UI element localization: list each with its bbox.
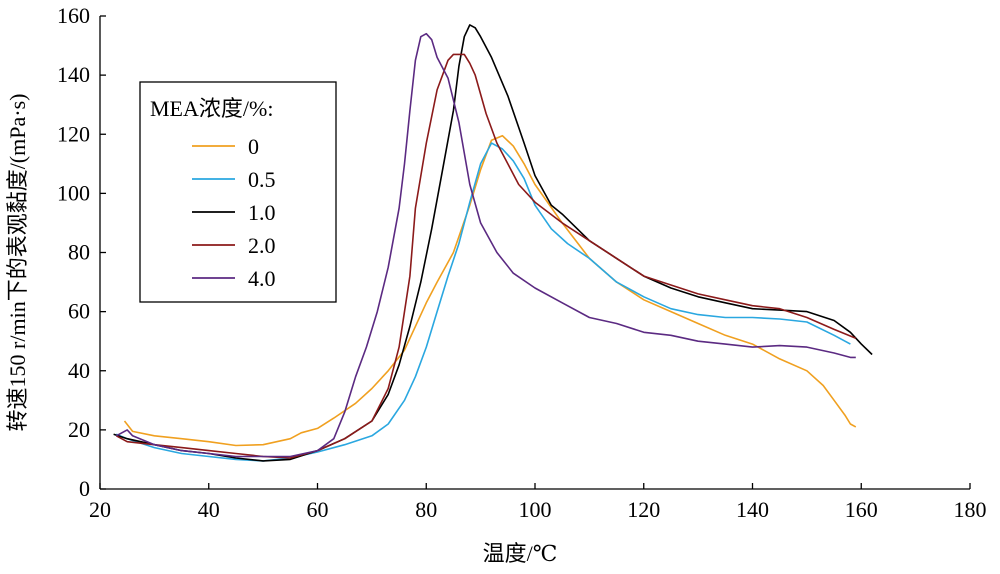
legend-label-2: 1.0 (248, 200, 276, 225)
x-tick-label: 60 (307, 497, 329, 522)
y-tick-label: 40 (68, 358, 90, 383)
x-tick-label: 20 (89, 497, 111, 522)
x-tick-label: 40 (198, 497, 220, 522)
x-tick-label: 100 (519, 497, 552, 522)
series-line-4 (115, 32, 856, 458)
y-tick-label: 80 (68, 240, 90, 265)
legend-label-0: 0 (248, 134, 259, 159)
y-tick-label: 160 (57, 3, 90, 28)
y-tick-label: 100 (57, 180, 90, 205)
legend-label-3: 2.0 (248, 233, 276, 258)
y-tick-label: 140 (57, 62, 90, 87)
x-tick-label: 120 (627, 497, 660, 522)
legend-label-4: 4.0 (248, 266, 276, 291)
x-tick-label: 160 (845, 497, 878, 522)
y-axis-title: 转速150 r/min下的表观黏度/(mPa·s) (5, 94, 30, 432)
x-axis-title: 温度/℃ (483, 541, 558, 566)
legend-title: MEA浓度/%: (150, 96, 273, 121)
series-line-0 (123, 134, 857, 447)
y-tick-label: 0 (79, 476, 90, 501)
legend-label-1: 0.5 (248, 167, 276, 192)
y-tick-label: 120 (57, 121, 90, 146)
legend-box (139, 81, 337, 303)
y-tick-label: 20 (68, 417, 90, 442)
x-tick-label: 180 (954, 497, 987, 522)
series-line-2 (113, 24, 873, 462)
y-tick-label: 60 (68, 299, 90, 324)
x-tick-label: 140 (736, 497, 769, 522)
x-tick-label: 80 (415, 497, 437, 522)
